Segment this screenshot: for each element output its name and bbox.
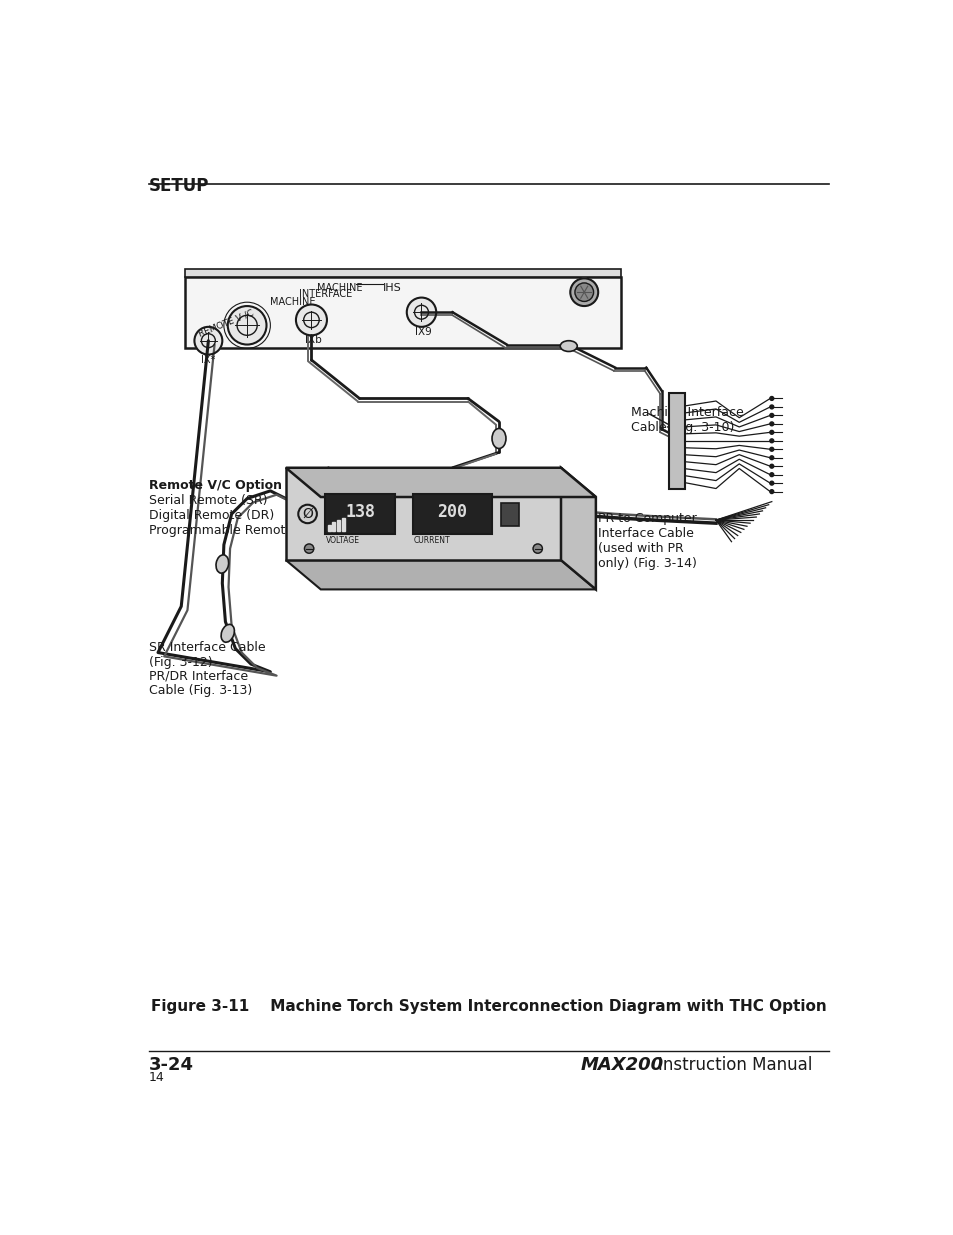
Bar — [328, 525, 331, 531]
Circle shape — [769, 447, 773, 451]
Circle shape — [769, 482, 773, 485]
Circle shape — [304, 543, 314, 553]
Circle shape — [769, 405, 773, 409]
Text: Instruction Manual: Instruction Manual — [658, 1056, 811, 1074]
Text: 138: 138 — [345, 503, 375, 521]
Text: PR/DR Interface
Cable (Fig. 3-13): PR/DR Interface Cable (Fig. 3-13) — [149, 669, 252, 698]
Circle shape — [295, 305, 327, 336]
Circle shape — [769, 490, 773, 494]
Text: INTERFACE: INTERFACE — [298, 289, 352, 299]
Bar — [336, 520, 340, 531]
FancyBboxPatch shape — [669, 393, 684, 489]
Text: 14: 14 — [149, 1072, 164, 1084]
Text: SETUP: SETUP — [149, 177, 209, 195]
Circle shape — [228, 306, 266, 345]
Text: Remote V/C Option: Remote V/C Option — [149, 479, 281, 493]
Circle shape — [769, 431, 773, 435]
Circle shape — [769, 414, 773, 417]
Circle shape — [194, 327, 222, 354]
Text: IHS: IHS — [382, 283, 401, 293]
Circle shape — [406, 298, 436, 327]
Text: REMOTE V /C: REMOTE V /C — [196, 308, 254, 338]
Text: VOLTAGE: VOLTAGE — [326, 536, 360, 545]
Polygon shape — [185, 269, 620, 277]
Ellipse shape — [559, 341, 577, 352]
Circle shape — [570, 278, 598, 306]
Circle shape — [575, 283, 593, 301]
Circle shape — [769, 438, 773, 442]
Text: MAX200: MAX200 — [579, 1056, 662, 1074]
Ellipse shape — [215, 555, 229, 573]
Bar — [332, 522, 335, 531]
Circle shape — [769, 464, 773, 468]
Text: PR to Computer
Interface Cable
(used with PR
only) (Fig. 3-14): PR to Computer Interface Cable (used wit… — [598, 513, 697, 571]
Circle shape — [769, 473, 773, 477]
Polygon shape — [286, 561, 596, 589]
Ellipse shape — [221, 625, 234, 642]
Circle shape — [533, 543, 542, 553]
Text: IX*: IX* — [200, 356, 214, 366]
Polygon shape — [286, 468, 596, 496]
Circle shape — [769, 396, 773, 400]
Text: Ø: Ø — [302, 506, 313, 521]
Text: CURRENT: CURRENT — [414, 536, 450, 545]
FancyBboxPatch shape — [325, 494, 395, 534]
Circle shape — [769, 422, 773, 426]
Polygon shape — [185, 277, 620, 348]
Text: 200: 200 — [437, 503, 467, 521]
Text: 3-24: 3-24 — [149, 1056, 193, 1074]
Ellipse shape — [492, 429, 505, 448]
Text: MACHINE: MACHINE — [270, 296, 315, 306]
Text: IX9: IX9 — [415, 327, 432, 337]
FancyBboxPatch shape — [500, 503, 518, 526]
Polygon shape — [286, 468, 560, 561]
Text: MACHINE: MACHINE — [316, 283, 362, 293]
Text: Machine Interface
Cable (Fig. 3-10): Machine Interface Cable (Fig. 3-10) — [630, 406, 742, 435]
Text: Figure 3-11    Machine Torch System Interconnection Diagram with THC Option: Figure 3-11 Machine Torch System Interco… — [151, 999, 826, 1014]
Polygon shape — [560, 468, 596, 589]
Text: Serial Remote (SR)
Digital Remote (DR)
Programmable Remote (PR) (shown): Serial Remote (SR) Digital Remote (DR) P… — [149, 494, 376, 537]
FancyBboxPatch shape — [413, 494, 492, 534]
Bar — [341, 517, 344, 531]
Text: IXb: IXb — [305, 336, 322, 346]
Circle shape — [769, 456, 773, 459]
Text: SR Interface Cable
(Fig. 3-12): SR Interface Cable (Fig. 3-12) — [149, 641, 265, 669]
